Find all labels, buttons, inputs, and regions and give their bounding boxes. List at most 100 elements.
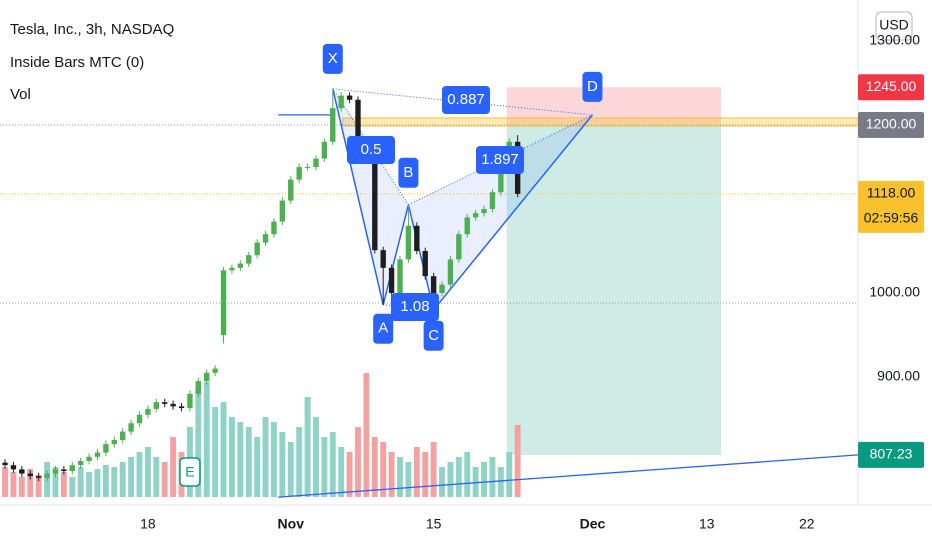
volume-bar [321,437,328,497]
candle-body [220,270,227,335]
volume-bar [413,447,420,497]
volume-bar [237,422,244,497]
volume-bar [254,437,261,497]
volume-bar [304,397,311,497]
candle-body [10,465,17,470]
volume-bar [18,477,25,497]
candle-body [422,250,428,277]
candle-body [414,225,420,251]
volume-bar [153,457,160,497]
candle-body [27,473,33,477]
candle-body [313,158,319,167]
candle-body [439,284,445,293]
x-tick-label: 13 [699,516,715,532]
volume-bar [262,417,269,497]
volume-bar [77,467,84,497]
pattern-point-badge [373,313,394,344]
pattern-point-label: D [587,78,598,95]
ratio-label: 0.887 [447,91,485,108]
x-tick-label: 18 [140,516,156,532]
volume-bar [489,457,496,497]
candle-body [212,368,218,373]
volume-bar [144,447,151,497]
candle-body [35,476,42,478]
indicator-label: Inside Bars MTC (0) [10,54,144,71]
candle-body [52,469,59,474]
price-label: 807.23 [870,446,913,462]
pattern-point-label: A [378,320,388,337]
pattern-point-badge [423,320,444,351]
countdown-label: 02:59:56 [864,210,919,226]
volume-bar [111,467,118,497]
volume-bar [220,402,227,497]
candle-body [2,462,8,466]
volume-bar [514,425,521,497]
candle-body [195,381,202,394]
volume-bar [430,442,437,497]
volume-bar [119,462,126,497]
candle-body [464,217,470,235]
volume-bar [439,467,445,497]
volume-bar [287,442,294,497]
candle-body [61,469,67,472]
candle-body [288,179,294,201]
ratio-label: 1.08 [400,298,429,315]
volume-bar [455,457,462,497]
candle-body [69,465,75,472]
candle-body [338,95,344,109]
candle-body [397,259,403,293]
y-tick-label: 1300.00 [869,32,920,48]
volume-bar [397,457,403,497]
candle-body [103,444,109,453]
volume-bar [338,447,345,497]
volume-bar [203,382,210,497]
volume-bar [388,452,395,497]
candle-body [304,166,311,168]
candle-body [430,276,437,293]
candle-body [187,393,193,409]
currency-button[interactable] [875,11,913,41]
volume-bar [313,417,319,497]
price-label-box [858,180,924,233]
volume-bar [472,467,479,497]
candle-body [355,99,361,142]
volume-bar [355,427,361,497]
plot: X A B C D 0.887 0.5 1.897 1.08 E [0,43,859,498]
candle-body [405,225,412,260]
volume-bar [102,465,109,497]
volume-bar [52,467,59,497]
candle-body [296,166,302,180]
stop-zone [506,87,722,125]
candle-body [94,452,101,457]
candle-body [120,431,126,440]
pattern-point-badge [398,157,419,188]
candle-body [170,403,176,407]
candle-body [447,259,454,285]
volume-bar [405,462,412,497]
volume-bar [94,469,101,497]
candle-body [204,372,210,382]
ratio-badge [476,146,524,174]
earnings-label: E [185,464,194,480]
price-label-box [858,111,924,138]
volume-bar [170,437,177,497]
candle-body [162,402,168,404]
volume-bar [245,427,252,497]
candle-body [77,460,84,466]
x-tick-label: 22 [799,516,815,532]
volume-bar [60,472,67,497]
pattern-fill [408,114,593,310]
ratio-label: 1.897 [481,151,519,168]
candle-body [19,469,25,474]
volume-bar [422,452,429,497]
x-tick-label: 15 [426,516,442,532]
volume-bar [506,452,513,497]
candle-body [237,263,244,268]
volume-bar [27,469,34,497]
volume-bar [279,432,286,497]
chart-title: Tesla, Inc., 3h, NASDAQ [10,21,174,38]
volume-bar [2,467,8,497]
price-label-box [858,441,924,468]
price-label: 1245.00 [866,78,917,94]
pattern-point-badge [322,43,343,74]
